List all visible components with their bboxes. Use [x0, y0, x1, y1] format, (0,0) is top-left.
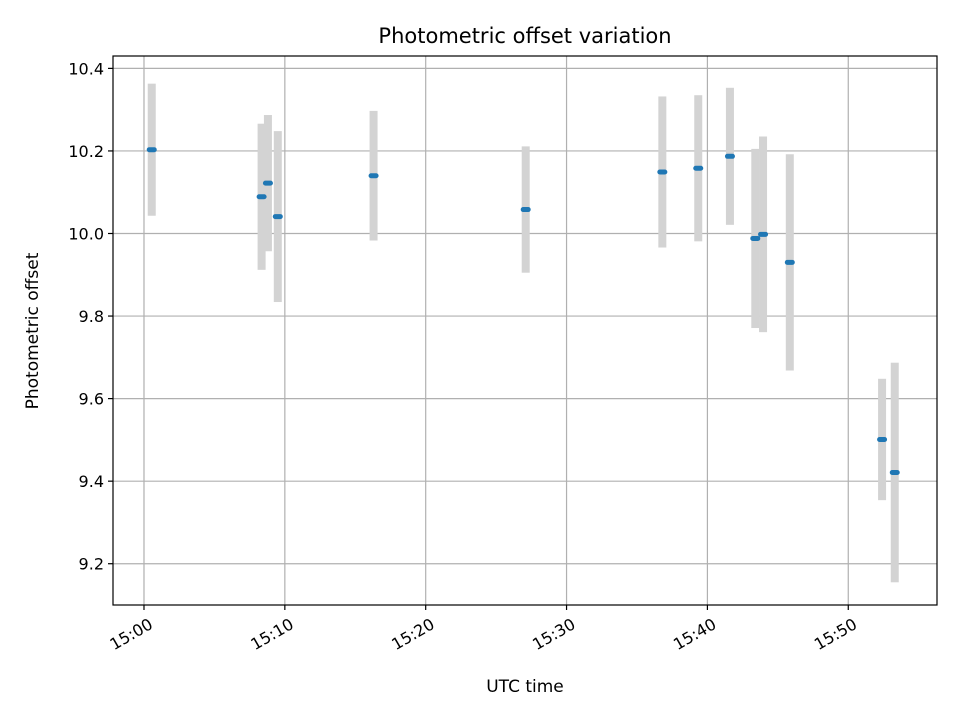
data-point [368, 173, 379, 179]
data-point [784, 259, 795, 265]
y-tick-label: 9.2 [79, 555, 104, 574]
data-point [758, 231, 769, 237]
data-point [520, 207, 531, 213]
data-point [262, 180, 273, 186]
y-tick-label: 10.4 [68, 59, 104, 78]
data-point [889, 469, 900, 475]
data-point [724, 153, 735, 159]
data-markers [146, 147, 900, 475]
y-tick-label: 9.4 [79, 472, 104, 491]
data-point [877, 436, 888, 442]
plot-frame [112, 55, 938, 606]
data-point [693, 165, 704, 171]
data-point [272, 214, 283, 220]
chart-title: Photometric offset variation [378, 24, 671, 48]
y-tick-label: 10.2 [68, 142, 104, 161]
data-point [657, 169, 668, 175]
y-axis-label: Photometric offset [23, 252, 43, 409]
y-tick-label: 9.8 [79, 307, 104, 326]
y-tick-label: 9.6 [79, 390, 104, 409]
data-point [256, 194, 267, 200]
x-axis-label: UTC time [486, 677, 564, 697]
data-point [146, 147, 157, 153]
data-point [750, 235, 761, 241]
y-tick-label: 10.0 [68, 224, 104, 243]
